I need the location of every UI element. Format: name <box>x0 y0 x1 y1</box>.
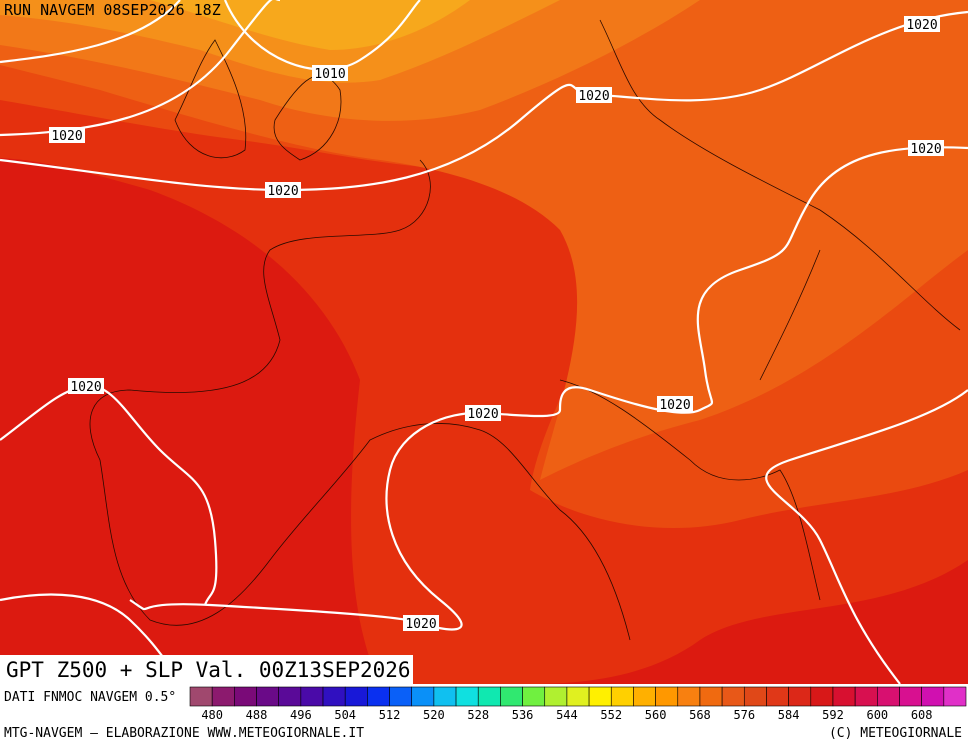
field-568 <box>0 0 968 480</box>
colorbar-swatch <box>322 686 346 707</box>
colorbar-swatch <box>677 686 701 707</box>
isobar-label: 1020 <box>659 398 690 413</box>
colorbar-swatch <box>899 686 922 707</box>
colorbar-label: 584 <box>778 708 800 722</box>
colorbar: 480 488 496 504 512 520 528 536 544 552 560 568 576 5… <box>189 686 967 722</box>
isobar-label-bg <box>403 615 439 631</box>
isobar <box>0 0 181 64</box>
colorbar-swatch <box>544 686 568 707</box>
colorbar-label: 480 <box>201 708 223 722</box>
colorbar-swatch <box>411 686 435 707</box>
isobar-label: 1010 <box>314 67 345 82</box>
isobar-label: 1020 <box>267 184 298 199</box>
isobar <box>0 10 968 192</box>
colorbar-swatch <box>921 686 945 707</box>
colorbar-swatch <box>743 686 767 707</box>
colorbar-label: 592 <box>822 708 844 722</box>
colorbar-label: 488 <box>246 708 268 722</box>
colorbar-caption: DATI FNMOC NAVGEM 0.5° <box>4 690 176 705</box>
colorbar-swatch <box>877 686 900 707</box>
colorbar-swatch <box>522 686 546 707</box>
map-title: GPT Z500 + SLP Val. 00Z13SEP2026 <box>6 658 411 682</box>
colorbar-swatch <box>300 686 324 707</box>
colorbar-swatch <box>610 686 634 707</box>
colorbar-swatch <box>367 686 390 707</box>
isobar-label: 1020 <box>405 617 436 632</box>
colorbar-swatch <box>344 686 368 707</box>
isobar-label-bg <box>576 87 612 103</box>
coastlines <box>89 19 961 641</box>
isobar-label-bg <box>265 182 301 198</box>
isobar-label-bg <box>49 127 85 143</box>
colorbar-swatch <box>810 686 834 707</box>
colorbar-label: 576 <box>733 708 755 722</box>
isobar-label: 1020 <box>70 380 101 395</box>
colorbar-swatch <box>234 686 257 707</box>
footer-right: (C) METEOGIORNALE <box>829 726 962 741</box>
colorbar-swatch <box>278 686 302 707</box>
colorbar-label: 520 <box>423 708 445 722</box>
colorbar-label: 528 <box>467 708 489 722</box>
isobar-label: 1020 <box>910 142 941 157</box>
colorbar-swatch <box>854 686 878 707</box>
isobar-label-bg <box>465 405 501 421</box>
colorbar-swatch <box>566 686 590 707</box>
colorbar-swatch <box>788 686 812 707</box>
isobar-label: 1020 <box>467 407 498 422</box>
run-header: RUN NAVGEM 08SEP2026 18Z <box>4 1 221 19</box>
isobar <box>0 384 218 606</box>
isobar-label: 1020 <box>906 18 937 33</box>
isobar-label-bg <box>657 396 693 412</box>
colorbar-label: 536 <box>512 708 534 722</box>
colorbar-label: 544 <box>556 708 578 722</box>
isobar-labels: 1010 1020 1020 1020 1020 1020 1020 1020 1020 1020 <box>49 16 944 632</box>
isobar-label-bg <box>904 16 940 32</box>
isobar <box>223 0 421 71</box>
colorbar-swatch <box>433 686 457 707</box>
colorbar-label: 496 <box>290 708 312 722</box>
footer-left: MTG-NAVGEM – ELABORAZIONE WWW.METEOGIORN… <box>4 726 364 741</box>
colorbar-swatch <box>455 686 479 707</box>
colorbar-label: 504 <box>334 708 356 722</box>
isobar-label-bg <box>68 378 104 394</box>
title-box <box>0 655 413 684</box>
isobar-label: 1020 <box>578 89 609 104</box>
colorbar-swatch <box>721 686 745 707</box>
colorbar-swatch <box>211 686 235 707</box>
isobar-label-bg <box>312 65 348 81</box>
isobar-label: 1020 <box>51 129 82 144</box>
colorbar-swatch <box>943 686 967 707</box>
colorbar-swatch <box>633 686 656 707</box>
colorbar-swatch <box>699 686 723 707</box>
colorbar-swatch <box>256 686 279 707</box>
colorbar-swatch <box>477 686 501 707</box>
colorbar-swatch <box>655 686 679 707</box>
colorbar-label: 608 <box>911 708 933 722</box>
colorbar-swatch <box>189 686 213 707</box>
isobar <box>765 389 968 685</box>
colorbar-swatch <box>832 686 856 707</box>
colorbar-swatch <box>500 686 523 707</box>
colorbar-label: 600 <box>866 708 888 722</box>
isobar <box>129 146 968 631</box>
colorbar-swatch <box>766 686 789 707</box>
colorbar-swatch <box>588 686 612 707</box>
colorbar-label: 552 <box>600 708 622 722</box>
isobar-label-bg <box>908 140 944 156</box>
colorbar-swatch <box>389 686 413 707</box>
colorbar-label: 560 <box>645 708 667 722</box>
colorbar-label: 568 <box>689 708 711 722</box>
map: 1010 1020 1020 1020 1020 1020 1020 1020 1020 1020… <box>0 0 968 685</box>
colorbar-label: 512 <box>379 708 401 722</box>
